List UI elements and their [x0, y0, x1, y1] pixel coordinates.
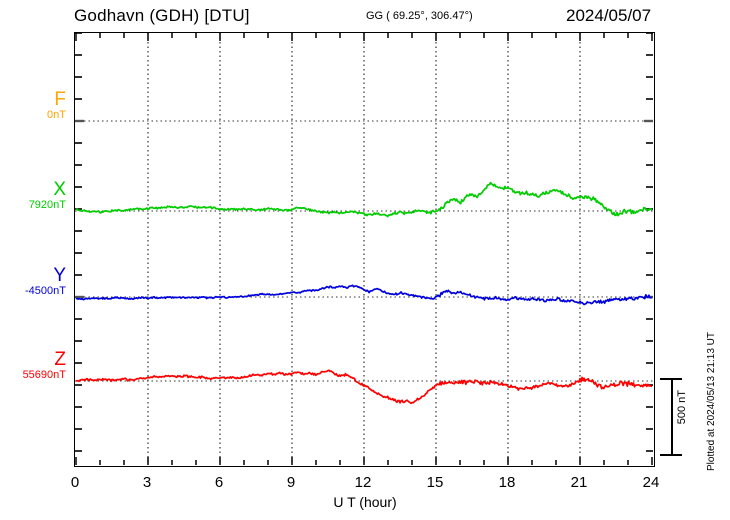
x-axis-label: U T (hour) — [333, 494, 397, 510]
component-symbol-x: X — [53, 179, 66, 200]
scale-bar-cap-bottom — [660, 454, 682, 456]
geographic-coordinates: GG ( 69.25°, 306.47°) — [366, 10, 473, 22]
x-tick-0: 0 — [70, 474, 80, 491]
x-tick-3: 3 — [142, 474, 152, 491]
x-tick-15: 15 — [426, 474, 444, 491]
component-symbol-f: F — [54, 89, 66, 110]
scale-bar-cap-top — [660, 378, 682, 380]
component-label-f: F 0nT — [2, 90, 66, 122]
x-tick-9: 9 — [286, 474, 296, 491]
scale-bar — [660, 378, 682, 456]
component-label-y: Y -4500nT — [2, 266, 66, 298]
trace-canvas — [75, 33, 653, 465]
x-tick-21: 21 — [570, 474, 588, 491]
x-tick-18: 18 — [498, 474, 516, 491]
page-title: Godhavn (GDH) [DTU] — [74, 6, 250, 25]
component-baseline-x: 7920nT — [28, 199, 66, 211]
x-tick-6: 6 — [214, 474, 224, 491]
component-symbol-z: Z — [54, 349, 66, 370]
x-tick-24: 24 — [642, 474, 660, 491]
plotted-timestamp: Plotted at 2024/05/13 21:13 UT — [706, 332, 717, 471]
magnetogram-plot-area — [74, 32, 655, 467]
component-label-z: Z 55690nT — [2, 350, 66, 382]
component-baseline-f: 0nT — [47, 109, 66, 121]
observation-date: 2024/05/07 — [566, 6, 652, 25]
scale-bar-line — [671, 378, 673, 456]
component-baseline-z: 55690nT — [22, 369, 66, 381]
component-label-x: X 7920nT — [2, 180, 66, 212]
scale-bar-label: 500 nT — [676, 390, 688, 425]
x-tick-12: 12 — [354, 474, 372, 491]
component-symbol-y: Y — [53, 265, 66, 286]
component-baseline-y: -4500nT — [25, 285, 66, 297]
